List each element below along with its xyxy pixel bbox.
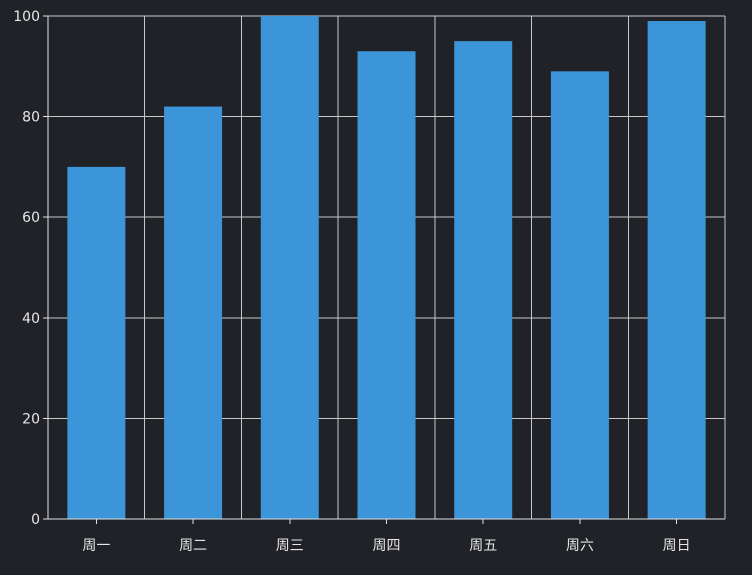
y-tick-label: 80 xyxy=(22,110,40,126)
x-tick-labels: 周一 周二 周三 周四 周五 周六 周日 xyxy=(82,538,690,554)
bar-1 xyxy=(67,166,126,519)
bar-7 xyxy=(647,21,706,520)
bar-2 xyxy=(164,106,223,519)
bar-4 xyxy=(357,51,416,520)
axes xyxy=(43,15,725,524)
x-tick-label: 周五 xyxy=(469,538,497,554)
grid-lines xyxy=(48,15,726,519)
x-tick-label: 周日 xyxy=(663,538,691,554)
y-tick-label: 20 xyxy=(22,411,40,427)
y-tick-labels: 0 20 40 60 80 100 xyxy=(13,9,40,528)
y-tick-label: 100 xyxy=(13,9,40,25)
bar-6 xyxy=(550,71,609,519)
x-tick-label: 周三 xyxy=(276,538,304,554)
y-tick-label: 60 xyxy=(22,210,40,226)
x-tick-label: 周六 xyxy=(566,538,594,554)
x-tick-label: 周二 xyxy=(179,538,207,554)
bars xyxy=(67,16,706,520)
y-tick-label: 40 xyxy=(22,311,40,327)
x-tick-label: 周一 xyxy=(82,538,110,554)
y-tick-label: 0 xyxy=(31,512,40,528)
bar-5 xyxy=(454,41,513,520)
bar-3 xyxy=(260,16,319,519)
x-tick-label: 周四 xyxy=(373,538,401,554)
